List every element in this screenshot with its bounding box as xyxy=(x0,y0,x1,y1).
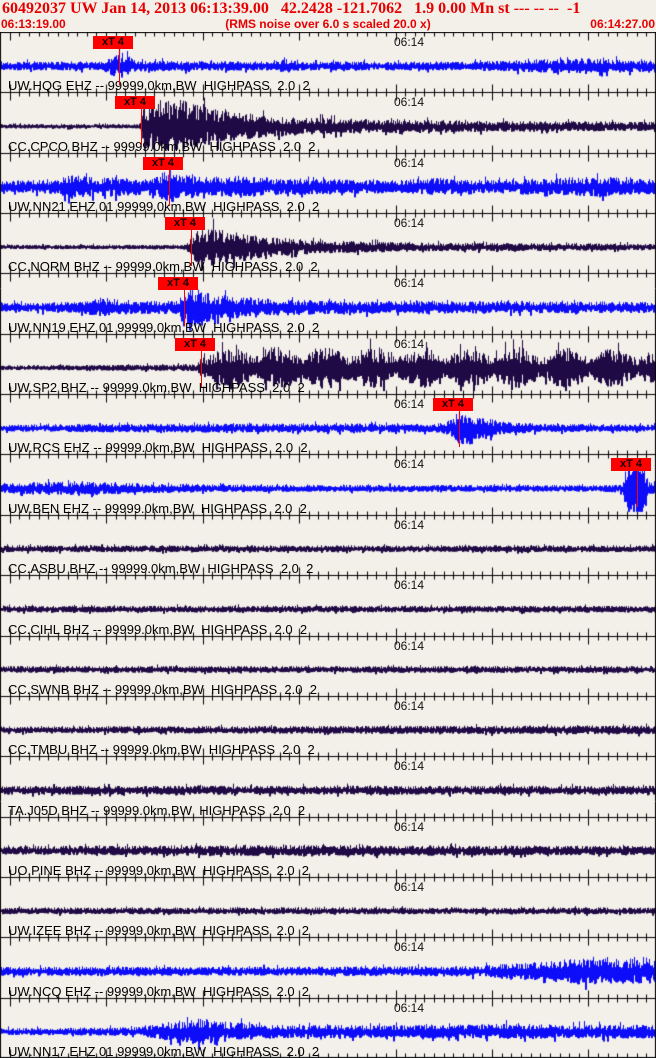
trace-row-16[interactable]: 06:14 UW.NN17 EHZ 01 99999.0km,BW HIGHPAS… xyxy=(0,998,656,1058)
trace-row-8[interactable]: 06:14 CC.ASBU BHZ -- 99999.0km,BW HIGHPAS… xyxy=(0,515,656,577)
phase-pick-flag[interactable]: xT 4 xyxy=(158,277,198,291)
minute-tick-label: 06:14 xyxy=(394,155,425,170)
minute-tick-label: 06:14 xyxy=(394,517,425,532)
station-channel-label: TA.J05D BHZ -- 99999.0km,BW HIGHPASS 2.0… xyxy=(8,802,306,818)
trace-row-1[interactable]: 06:14 CC.CPCO BHZ -- 99999.0km,BW HIGHPAS… xyxy=(0,92,656,154)
rms-scaling-note: (RMS noise over 6.0 s scaled 20.0 x) xyxy=(225,17,431,31)
phase-pick-flag[interactable]: xT 4 xyxy=(143,156,183,170)
station-channel-label: UW.NN21 EHZ 01 99999.0km,BW HIGHPASS 2.0… xyxy=(8,199,320,215)
minute-tick-label: 06:14 xyxy=(394,35,425,49)
minute-tick-label: 06:14 xyxy=(394,95,425,110)
event-header: 60492037 UW Jan 14, 2013 06:13:39.00 42.… xyxy=(2,0,581,17)
trace-row-14[interactable]: 06:14 UW.IZEE BHZ -- 99999.0km,BW HIGHPAS… xyxy=(0,877,656,939)
station-channel-label: UW.NN17 EHZ 01 99999.0km,BW HIGHPASS 2.0… xyxy=(8,1043,320,1058)
phase-pick-flag[interactable]: xT 4 xyxy=(611,458,651,472)
phase-pick-line[interactable] xyxy=(184,290,185,327)
station-channel-label: UW.BEN EHZ -- 99999.0km,BW HIGHPASS 2.0 … xyxy=(8,500,307,516)
phase-pick-flag[interactable]: xT 4 xyxy=(433,398,473,412)
phase-pick-line[interactable] xyxy=(201,350,202,387)
minute-tick-label: 06:14 xyxy=(394,1000,425,1015)
trace-row-7[interactable]: 06:14 UW.BEN EHZ -- 99999.0km,BW HIGHPASS… xyxy=(0,454,656,516)
trace-row-0[interactable]: 06:14 UW.HQG EHZ -- 99999.0km,BW HIGHPASS… xyxy=(0,32,656,94)
minute-tick-label: 06:14 xyxy=(394,759,425,774)
minute-tick-label: 06:14 xyxy=(394,216,425,231)
phase-pick-line[interactable] xyxy=(637,471,638,508)
phase-pick-flag[interactable]: xT 4 xyxy=(115,96,155,110)
station-channel-label: UW.NCQ EHZ -- 99999.0km,BW HIGHPASS 2.0 … xyxy=(8,983,309,999)
station-channel-label: UO.PINE BHZ -- 99999.0km,BW HIGHPASS 2.0… xyxy=(8,862,310,878)
station-channel-label: CC.NORM BHZ -- 99999.0km,BW HIGHPASS 2.0… xyxy=(8,259,318,275)
station-channel-label: CC.CPCO BHZ -- 99999.0km,BW HIGHPASS 2.0… xyxy=(8,138,316,154)
minute-tick-label: 06:14 xyxy=(394,578,425,593)
window-start-time: 06:13:19.00 xyxy=(1,17,66,31)
station-channel-label: CC.ASBU BHZ -- 99999.0km,BW HIGHPASS 2.0… xyxy=(8,561,314,577)
phase-pick-line[interactable] xyxy=(169,169,170,206)
window-end-time: 06:14:27.00 xyxy=(590,17,655,31)
trace-area: 06:14 UW.HQG EHZ -- 99999.0km,BW HIGHPASS… xyxy=(0,32,656,1058)
station-channel-label: CC.CIHL BHZ -- 99999.0km,BW HIGHPASS 2.0… xyxy=(8,621,308,637)
minute-tick-label: 06:14 xyxy=(394,336,425,351)
phase-pick-line[interactable] xyxy=(141,109,142,146)
trace-row-15[interactable]: 06:14 UW.NCQ EHZ -- 99999.0km,BW HIGHPASS… xyxy=(0,937,656,999)
station-channel-label: UW.NN19 EHZ 01 99999.0km,BW HIGHPASS 2.0… xyxy=(8,319,320,335)
minute-tick-label: 06:14 xyxy=(394,819,425,834)
station-channel-label: CC.SWNB BHZ -- 99999.0km,BW HIGHPASS 2.0… xyxy=(8,681,317,697)
minute-tick-label: 06:14 xyxy=(394,397,425,412)
phase-pick-flag[interactable]: xT 4 xyxy=(93,36,133,49)
phase-pick-line[interactable] xyxy=(119,49,120,85)
trace-row-10[interactable]: 06:14 CC.SWNB BHZ -- 99999.0km,BW HIGHPAS… xyxy=(0,636,656,697)
trace-row-12[interactable]: 06:14 TA.J05D BHZ -- 99999.0km,BW HIGHPAS… xyxy=(0,756,656,818)
trace-row-9[interactable]: 06:14 CC.CIHL BHZ -- 99999.0km,BW HIGHPAS… xyxy=(0,575,656,637)
minute-tick-label: 06:14 xyxy=(394,457,425,472)
minute-tick-label: 06:14 xyxy=(394,698,425,713)
phase-pick-line[interactable] xyxy=(191,230,192,267)
trace-row-2[interactable]: 06:14 UW.NN21 EHZ 01 99999.0km,BW HIGHPAS… xyxy=(0,153,656,215)
station-channel-label: UW.HQG EHZ -- 99999.0km,BW HIGHPASS 2.0 … xyxy=(8,78,310,94)
minute-tick-label: 06:14 xyxy=(394,276,425,291)
trace-row-4[interactable]: 06:14 UW.NN19 EHZ 01 99999.0km,BW HIGHPAS… xyxy=(0,273,656,335)
trace-row-6[interactable]: 06:14 UW.RCS EHZ -- 99999.0km,BW HIGHPASS… xyxy=(0,394,656,456)
time-window-header: 06:13:19.00 (RMS noise over 6.0 s scaled… xyxy=(0,17,656,32)
station-channel-label: UW.IZEE BHZ -- 99999.0km,BW HIGHPASS 2.0… xyxy=(8,923,310,939)
trace-row-13[interactable]: 06:14 UO.PINE BHZ -- 99999.0km,BW HIGHPAS… xyxy=(0,817,656,878)
trace-row-3[interactable]: 06:14 CC.NORM BHZ -- 99999.0km,BW HIGHPAS… xyxy=(0,213,656,275)
station-channel-label: UW.SP2 BHZ -- 99999.0km,BW HIGHPASS 2.0 … xyxy=(8,380,305,396)
phase-pick-flag[interactable]: xT 4 xyxy=(175,337,215,351)
minute-tick-label: 06:14 xyxy=(394,638,425,653)
minute-tick-label: 06:14 xyxy=(394,940,425,955)
station-channel-label: UW.RCS EHZ -- 99999.0km,BW HIGHPASS 2.0 … xyxy=(8,440,308,456)
minute-tick-label: 06:14 xyxy=(394,879,425,894)
waveform-canvas[interactable] xyxy=(0,32,656,1058)
trace-row-5[interactable]: 06:14 UW.SP2 BHZ -- 99999.0km,BW HIGHPASS… xyxy=(0,334,656,396)
phase-pick-flag[interactable]: xT 4 xyxy=(165,217,205,231)
trace-row-11[interactable]: 06:14 CC.TMBU BHZ -- 99999.0km,BW HIGHPAS… xyxy=(0,696,656,758)
phase-pick-line[interactable] xyxy=(459,411,460,448)
station-channel-label: CC.TMBU BHZ -- 99999.0km,BW HIGHPASS 2.0… xyxy=(8,742,315,758)
